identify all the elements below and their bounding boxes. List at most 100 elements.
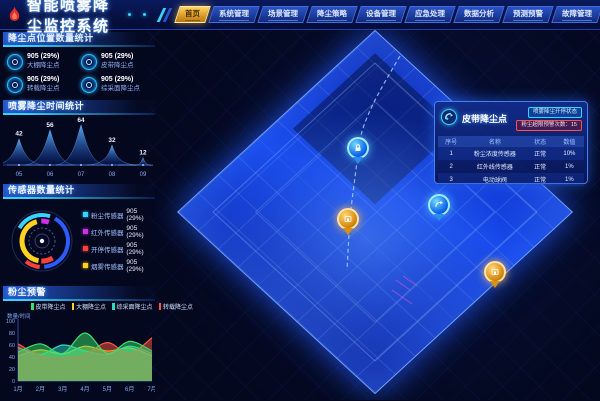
lock-icon [347, 137, 369, 159]
table-row[interactable]: 2 红外线传感器 正常 1% [438, 160, 584, 173]
table-header: 名称 [464, 136, 526, 147]
legend-value: 905 (29%) [126, 207, 144, 222]
spray-icon [428, 194, 450, 216]
svg-text:08: 08 [109, 172, 116, 178]
point-stat-text: 905 (29%) 综采面降尘点 [101, 76, 140, 93]
svg-text:56: 56 [46, 122, 54, 129]
svg-text:06: 06 [47, 172, 54, 178]
svg-text:5月: 5月 [103, 386, 112, 393]
legend-name: 皮带降尘点 [35, 305, 66, 311]
point-label: 大棚降尘点 [27, 62, 60, 69]
page-title: 智能喷雾降尘监控系统 [27, 0, 110, 35]
point-value: 905 (29%) [101, 76, 134, 83]
warning-legend-item: 综采面降尘点 [112, 302, 153, 311]
device-icon [484, 261, 506, 283]
warning-legend-item: 转载降尘点 [158, 302, 193, 311]
logo-icon [9, 6, 20, 21]
point-stat-item: 905 (29%) 转载降尘点 [7, 76, 79, 93]
svg-text:1月: 1月 [13, 386, 22, 393]
table-cell: 正常 [534, 165, 547, 171]
table-cell: 正常 [525, 147, 555, 160]
svg-text:7月: 7月 [147, 386, 155, 393]
panel-point-stats: 降尘点位置数量统计 905 (29%) 大棚降尘点 905 (29%) 皮带降尘点 90… [3, 32, 155, 98]
marker-greenhouse-point[interactable] [484, 261, 506, 291]
main-nav: 首页 系统管理 场景管理 降尘策略 设备管理 应急处理 数据分析 预测预警 故障管理 [174, 6, 600, 23]
nav-tab-3[interactable]: 降尘策略 [306, 6, 358, 23]
table-row[interactable]: 3 电动球阀 正常 1% [438, 173, 584, 186]
nav-tab-6[interactable]: 数据分析 [453, 6, 505, 23]
device-table: 序号 名称 状态 数值 1 粉尘浓度传感器 正常 10% 2 红外线传感器 正常 1% 3 电动球阀 正常… [438, 136, 584, 186]
marker-belt-point[interactable] [347, 137, 369, 167]
panel-title: 喷雾降尘时间统计 [3, 100, 155, 115]
svg-text:09: 09 [140, 172, 147, 178]
panel-sensor-stats: 传感器数量统计 粉尘传感器 905 (29%) 红外传感器 905 (29%) 开停传感… [3, 184, 155, 284]
table-cell: 正常 [525, 173, 555, 186]
table-cell: 10% [554, 147, 584, 160]
nav-tab-1[interactable]: 系统管理 [208, 6, 260, 23]
map-canvas[interactable] [148, 28, 600, 400]
nav-tab-5[interactable]: 应急处理 [404, 6, 456, 23]
legend-value: 905 (29%) [126, 258, 144, 273]
pin-tip [434, 214, 444, 226]
point-label: 皮带降尘点 [101, 62, 134, 69]
svg-text:64: 64 [77, 117, 85, 124]
legend-swatch [83, 212, 88, 217]
pin-tip [490, 281, 500, 293]
spray-status-button[interactable]: 喷雾降尘开停状态 [527, 107, 582, 118]
legend-name: 粉尘传感器 [91, 212, 124, 220]
nav-tab-2[interactable]: 场景管理 [257, 6, 309, 23]
nav-tab-0[interactable]: 首页 [174, 6, 211, 23]
top-bar: 智能喷雾降尘监控系统 首页 系统管理 场景管理 降尘策略 设备管理 应急处理 数据分析 预测预… [0, 0, 600, 35]
nav-tab-8[interactable]: 故障管理 [551, 6, 600, 23]
table-cell: 电动球阀 [464, 173, 526, 186]
device-icon [337, 208, 359, 230]
table-row[interactable]: 1 粉尘浓度传感器 正常 10% [438, 147, 584, 160]
warning-legend-item: 皮带降尘点 [31, 302, 66, 311]
sensor-legend-row: 开停传感器 905 (29%) [83, 240, 155, 257]
point-value: 905 (29%) [101, 53, 134, 60]
slash-decor [156, 7, 173, 22]
point-value: 905 (29%) [27, 53, 60, 60]
legend-name: 综采面降尘点 [116, 305, 153, 311]
svg-text:20: 20 [9, 367, 15, 373]
transfer-icon [7, 76, 23, 93]
point-stat-text: 905 (29%) 转载降尘点 [27, 76, 60, 93]
point-value: 905 (29%) [27, 76, 60, 83]
nav-tab-4[interactable]: 设备管理 [355, 6, 407, 23]
nav-tab-label: 故障管理 [562, 8, 592, 21]
nav-tab-label: 首页 [185, 8, 200, 21]
panel-title: 粉尘预警 [3, 286, 155, 301]
svg-text:32: 32 [108, 137, 116, 144]
svg-text:6月: 6月 [125, 386, 134, 393]
nav-tab-label: 应急处理 [415, 8, 445, 21]
nav-tab-7[interactable]: 预测预警 [502, 6, 554, 23]
pin-tip [343, 228, 353, 240]
sensor-legend-row: 烟雾传感器 905 (29%) [83, 257, 155, 274]
svg-text:3月: 3月 [58, 386, 67, 393]
sensor-legend-row: 粉尘传感器 905 (29%) [83, 206, 155, 223]
point-stat-text: 905 (29%) 皮带降尘点 [101, 53, 134, 70]
panel-title: 降尘点位置数量统计 [3, 32, 155, 47]
belt-point-popup: 皮带降尘点 喷雾降尘开停状态 粉尘超限预警次数：15 序号 名称 状态 数值 1 粉尘浓… [434, 101, 588, 186]
nav-tab-label: 预测预警 [513, 8, 543, 21]
warning-legend: 皮带降尘点 大棚降尘点 综采面降尘点 转载降尘点 [3, 299, 193, 311]
legend-name: 烟雾传感器 [91, 263, 124, 271]
svg-text:100: 100 [6, 319, 15, 325]
dust-warning-chart: 0 20 40 60 80 100 1月 2月 3月 4月 5月 6月 7月 [6, 319, 155, 393]
nav-tab-label: 场景管理 [268, 8, 298, 21]
nav-tab-label: 降尘策略 [317, 8, 347, 21]
point-label: 综采面降尘点 [101, 85, 140, 92]
table-cell: 1 [438, 147, 465, 160]
point-stat-item: 905 (29%) 综采面降尘点 [81, 76, 153, 93]
pin-tip [353, 157, 363, 169]
marker-spray-point[interactable] [428, 194, 450, 224]
site-map-diamond [177, 29, 573, 395]
spray-nozzle-icon [441, 109, 457, 125]
legend-value: 905 (29%) [126, 224, 144, 239]
marker-transfer-point[interactable] [337, 208, 359, 238]
svg-text:0: 0 [12, 379, 15, 385]
legend-name: 红外传感器 [91, 229, 124, 237]
mining-face-icon [81, 76, 97, 93]
map-dark-zone [292, 52, 458, 205]
point-stat-item: 905 (29%) 皮带降尘点 [81, 53, 153, 70]
